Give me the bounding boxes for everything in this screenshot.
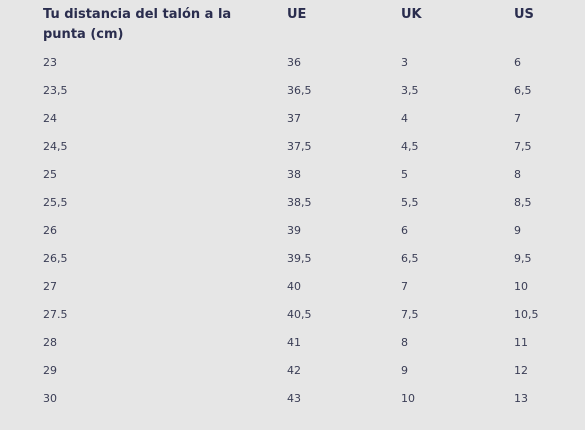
header-uk: UK xyxy=(401,7,422,22)
cell-eu: 40 xyxy=(287,280,301,293)
cell-cm: 26 xyxy=(43,224,57,237)
cell-uk: 7 xyxy=(401,280,408,293)
cell-uk: 3 xyxy=(401,56,408,69)
table-header-row: Tu distancia del talón a la punta (cm) U… xyxy=(0,5,585,45)
cell-eu: 38 xyxy=(287,168,301,181)
cell-cm: 23,5 xyxy=(43,84,68,97)
cell-eu: 38,5 xyxy=(287,196,312,209)
table-row: 27.5 40,5 7,5 10,5 xyxy=(0,305,585,325)
table-row: 25 38 5 8 xyxy=(0,165,585,185)
cell-cm: 27 xyxy=(43,280,57,293)
cell-us: 12 xyxy=(514,364,528,377)
table-row: 24 37 4 7 xyxy=(0,109,585,129)
table-row: 30 43 10 13 xyxy=(0,389,585,409)
cell-uk: 5,5 xyxy=(401,196,419,209)
cell-uk: 5 xyxy=(401,168,408,181)
cell-cm: 30 xyxy=(43,392,57,405)
cell-uk: 4,5 xyxy=(401,140,419,153)
table-row: 23 36 3 6 xyxy=(0,53,585,73)
cell-uk: 4 xyxy=(401,112,408,125)
table-row: 28 41 8 11 xyxy=(0,333,585,353)
cell-uk: 9 xyxy=(401,364,408,377)
cell-eu: 36 xyxy=(287,56,301,69)
cell-uk: 10 xyxy=(401,392,415,405)
header-heel-to-toe-distance: Tu distancia del talón a la punta (cm) xyxy=(43,7,232,42)
cell-us: 10,5 xyxy=(514,308,539,321)
cell-cm: 25,5 xyxy=(43,196,68,209)
cell-us: 10 xyxy=(514,280,528,293)
table-row: 24,5 37,5 4,5 7,5 xyxy=(0,137,585,157)
table-row: 26,5 39,5 6,5 9,5 xyxy=(0,249,585,269)
cell-us: 6 xyxy=(514,56,521,69)
header-eu: UE xyxy=(287,7,307,22)
table-row: 23,5 36,5 3,5 6,5 xyxy=(0,81,585,101)
cell-cm: 25 xyxy=(43,168,57,181)
cell-us: 7,5 xyxy=(514,140,532,153)
cell-us: 7 xyxy=(514,112,521,125)
table-row: 25,5 38,5 5,5 8,5 xyxy=(0,193,585,213)
cell-eu: 37 xyxy=(287,112,301,125)
cell-eu: 37,5 xyxy=(287,140,312,153)
cell-uk: 6,5 xyxy=(401,252,419,265)
cell-us: 8 xyxy=(514,168,521,181)
cell-cm: 24 xyxy=(43,112,57,125)
table-row: 27 40 7 10 xyxy=(0,277,585,297)
cell-eu: 43 xyxy=(287,392,301,405)
cell-cm: 26,5 xyxy=(43,252,68,265)
cell-us: 9 xyxy=(514,224,521,237)
header-us: US xyxy=(514,7,534,22)
cell-us: 11 xyxy=(514,336,528,349)
cell-us: 9,5 xyxy=(514,252,532,265)
cell-uk: 8 xyxy=(401,336,408,349)
cell-uk: 7,5 xyxy=(401,308,419,321)
cell-us: 8,5 xyxy=(514,196,532,209)
cell-uk: 3,5 xyxy=(401,84,419,97)
cell-eu: 39 xyxy=(287,224,301,237)
cell-cm: 24,5 xyxy=(43,140,68,153)
cell-uk: 6 xyxy=(401,224,408,237)
cell-cm: 23 xyxy=(43,56,57,69)
table-row: 26 39 6 9 xyxy=(0,221,585,241)
cell-eu: 41 xyxy=(287,336,301,349)
cell-us: 6,5 xyxy=(514,84,532,97)
cell-us: 13 xyxy=(514,392,528,405)
cell-eu: 40,5 xyxy=(287,308,312,321)
cell-eu: 42 xyxy=(287,364,301,377)
cell-cm: 27.5 xyxy=(43,308,68,321)
cell-eu: 39,5 xyxy=(287,252,312,265)
cell-cm: 28 xyxy=(43,336,57,349)
cell-cm: 29 xyxy=(43,364,57,377)
cell-eu: 36,5 xyxy=(287,84,312,97)
table-row: 29 42 9 12 xyxy=(0,361,585,381)
